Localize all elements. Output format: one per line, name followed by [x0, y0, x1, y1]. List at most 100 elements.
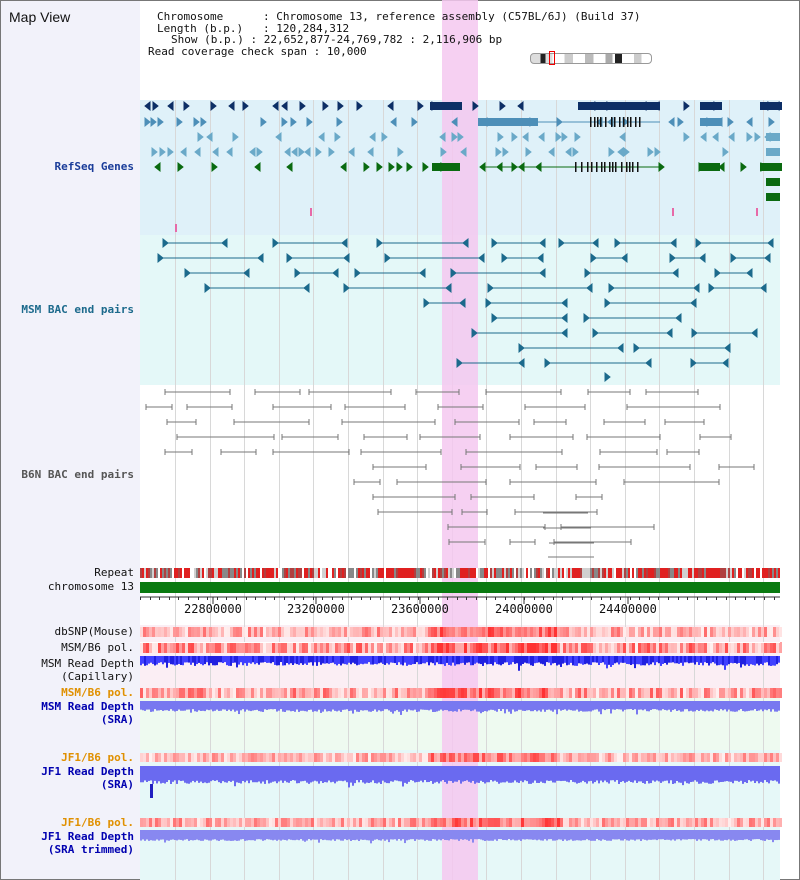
repeat-segment — [450, 568, 452, 578]
repeat-segment — [572, 568, 574, 578]
track-label-dbsnp[interactable]: dbSNP(Mouse) — [54, 625, 134, 638]
msm-capillary-depth-bin — [554, 656, 556, 663]
jf1-sra-trimmed-depth-bin — [226, 830, 228, 841]
msm-b6-pol-bin — [314, 642, 317, 653]
jf1-sra-depth-bin — [518, 766, 520, 783]
msm-sra-depth-bin — [150, 701, 152, 712]
msm-sra-depth-bin — [644, 701, 646, 710]
repeat-segment — [496, 568, 498, 578]
msm-sra-depth-bin — [578, 701, 580, 712]
dbsnp-bin — [428, 627, 431, 637]
repeat-segment — [704, 568, 706, 578]
track-label-msm-bac[interactable]: MSM BAC end pairs — [21, 303, 134, 316]
gene-feature — [275, 131, 282, 143]
msm-sra-depth-bin — [538, 701, 540, 711]
repeat-segment — [190, 568, 192, 578]
jf1-sra-trimmed-depth-bin — [348, 830, 350, 840]
dbsnp-bin — [260, 627, 263, 637]
msm-b6-pol-bin — [713, 688, 716, 698]
msm-b6-pol-bin — [347, 642, 350, 653]
gene-feature — [617, 146, 624, 158]
msm-capillary-depth-bin — [674, 656, 676, 664]
repeat-segment — [768, 568, 770, 578]
gene-feature — [511, 131, 518, 143]
track-label-b6n-bac[interactable]: B6N BAC end pairs — [21, 468, 134, 481]
jf1-sra-depth-bin — [320, 766, 322, 782]
msm-sra-depth-bin — [180, 701, 182, 711]
track-label-msm-b6-pol-2[interactable]: MSM/B6 pol. — [61, 686, 134, 699]
msm-b6-pol-bin — [158, 642, 161, 653]
msm-sra-depth-bin — [626, 701, 628, 710]
jf1-b6-pol-bin — [392, 753, 395, 762]
jf1-b6-pol-bin — [473, 818, 476, 827]
msm-b6-pol-bin — [230, 688, 233, 698]
jf1-sra-trimmed-depth-bin — [360, 830, 362, 840]
track-label-msm-depth-sra[interactable]: MSM Read Depth — [41, 700, 134, 713]
msm-sra-depth-bin — [768, 701, 770, 710]
msm-b6-pol-bin — [617, 642, 620, 653]
repeat-segment — [614, 568, 616, 578]
gene-feature — [572, 146, 579, 158]
msm-b6-pol-bin — [410, 642, 413, 653]
track-label-jf1-depth-trim[interactable]: JF1 Read Depth — [41, 830, 134, 843]
track-label-msm-b6-pol-1[interactable]: MSM/B6 pol. — [61, 641, 134, 654]
msm-b6-pol-bin — [779, 642, 782, 653]
jf1-b6-pol-bin — [653, 753, 656, 762]
jf1-sra-depth-bin — [506, 766, 508, 782]
msm-capillary-depth-bin — [678, 656, 680, 664]
track-label-jf1-b6-pol-1[interactable]: JF1/B6 pol. — [61, 751, 134, 764]
jf1-b6-pol-bin — [584, 753, 587, 762]
jf1-sra-depth-bin — [168, 766, 170, 781]
jf1-b6-pol-bin — [416, 753, 419, 762]
dbsnp-bin — [500, 627, 503, 637]
msm-sra-depth-bin — [524, 701, 526, 712]
dbsnp-bin — [491, 627, 494, 637]
jf1-sra-trimmed-depth-bin — [656, 830, 658, 841]
jf1-b6-pol-bin — [218, 818, 221, 827]
track-label-msm-depth-cap[interactable]: MSM Read Depth — [41, 657, 134, 670]
track-label-chromosome[interactable]: chromosome 13 — [47, 580, 134, 593]
msm-sra-depth-bin — [534, 701, 536, 711]
msm-sra-depth-bin — [560, 701, 562, 711]
track-label-jf1-depth[interactable]: JF1 Read Depth — [41, 765, 134, 778]
ideogram-position-marker[interactable] — [549, 51, 555, 65]
repeat-segment — [402, 568, 404, 578]
repeat-segment — [250, 568, 252, 578]
msm-b6-pol-bin — [425, 688, 428, 698]
repeat-segment — [720, 568, 722, 578]
track-label-refseq[interactable]: RefSeq Genes — [54, 160, 134, 173]
msm-capillary-depth-bin — [458, 656, 460, 665]
msm-b6-pol-bin — [266, 688, 269, 698]
jf1-sra-trimmed-depth-bin — [686, 830, 688, 840]
dbsnp-bin — [590, 627, 593, 637]
jf1-sra-depth-bin — [622, 766, 624, 782]
repeat-segment — [230, 568, 232, 578]
jf1-sra-depth-bin — [512, 766, 514, 783]
msm-capillary-depth-bin — [528, 656, 530, 664]
msm-b6-pol-bin — [389, 688, 392, 698]
jf1-sra-trimmed-depth-bin — [708, 830, 710, 841]
msm-sra-depth-bin — [362, 701, 364, 711]
msm-b6-pol-bin — [251, 642, 254, 653]
msm-bac-end — [691, 327, 698, 339]
dbsnp-bin — [269, 627, 272, 637]
dbsnp-bin — [719, 627, 722, 637]
chromosome-label: Chromosome — [157, 10, 224, 23]
msm-b6-pol-bin — [305, 688, 308, 698]
jf1-sra-trimmed-depth-bin — [516, 830, 518, 841]
msm-sra-depth-bin — [704, 701, 706, 712]
track-label-jf1-b6-pol-2[interactable]: JF1/B6 pol. — [61, 816, 134, 829]
repeat-segment — [754, 568, 756, 578]
jf1-sra-depth-bin — [742, 766, 744, 784]
msm-b6-pol-bin — [458, 688, 461, 698]
chromosome-ideogram[interactable] — [530, 53, 652, 64]
msm-capillary-depth-bin — [258, 656, 260, 665]
msm-sra-depth-bin — [530, 701, 532, 712]
dbsnp-bin — [395, 627, 398, 637]
gene-feature — [397, 146, 404, 158]
msm-b6-pol-bin — [341, 688, 344, 698]
repeat-segment — [510, 568, 512, 578]
repeat-segment — [774, 568, 776, 578]
track-label-repeat[interactable]: Repeat — [94, 566, 134, 579]
